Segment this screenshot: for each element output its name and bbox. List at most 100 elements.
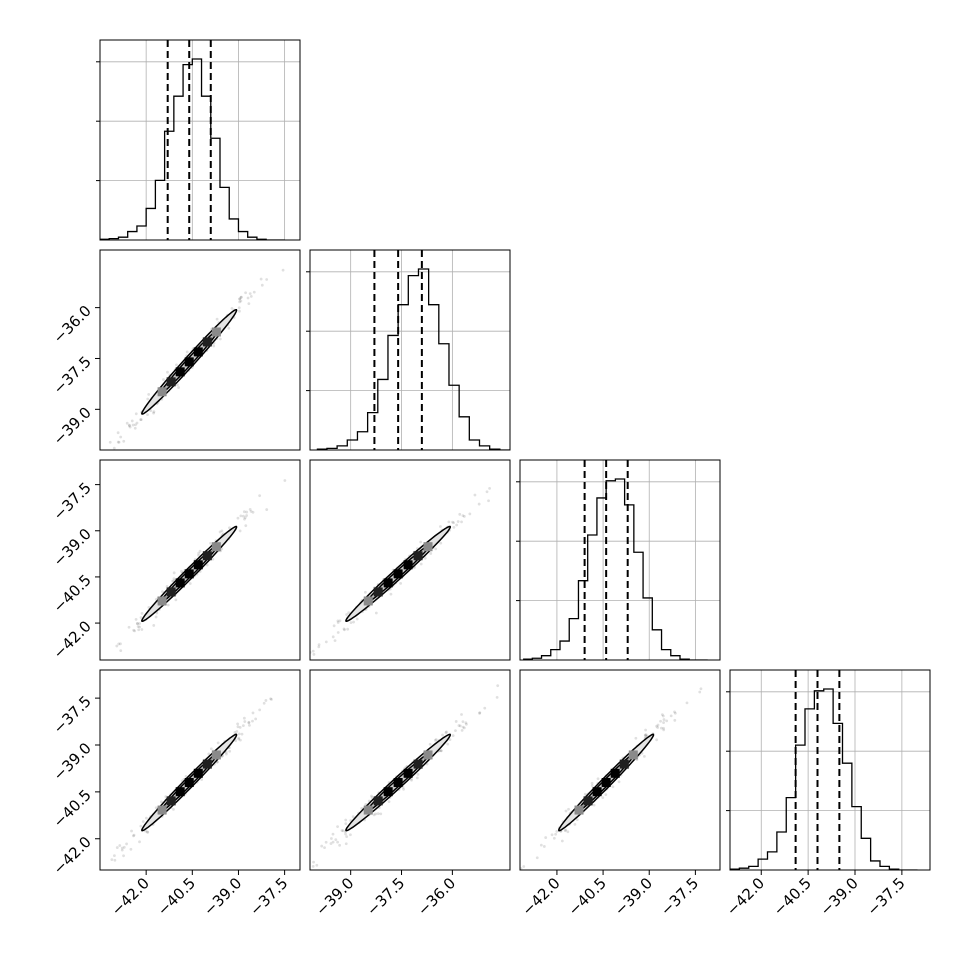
scatter-point [655,724,658,728]
scatter-point [128,423,131,427]
scatter-point [136,622,139,626]
scatter-point [592,803,596,807]
scatter-point [128,425,132,429]
scatter-point [317,645,321,649]
density-block [175,578,185,588]
scatter-point [329,842,333,845]
scatter-point [113,858,117,862]
scatter-point [439,749,443,753]
scatter-point [236,722,240,726]
y-tick-label: −39.0 [50,525,95,570]
scatter-point [564,809,568,813]
scatter-point [197,551,201,555]
scatter-point [119,435,123,439]
scatter-point [116,440,120,444]
scatter-point [234,739,238,743]
scatter-point [175,363,178,367]
scatter-point [248,292,252,296]
scatter-point [216,741,220,745]
scatter-panel-2-0 [115,479,287,653]
scatter-point [685,701,689,705]
scatter-point [488,487,491,490]
scatter-point [133,426,137,430]
scatter-point [698,690,702,694]
scatter-point [656,726,660,729]
density-block [574,805,584,815]
y-tick-label: −39.0 [50,403,95,448]
scatter-point [495,696,499,699]
scatter-point [349,833,352,837]
density-block [193,560,203,570]
scatter-point [248,723,251,727]
scatter-point [485,490,489,494]
scatter-point [590,784,594,787]
scatter-panel-1-0 [108,268,285,450]
scatter-point [262,701,266,705]
scatter-point [265,278,269,281]
scatter-point [451,520,454,524]
scatter-point [415,776,419,780]
scatter-point [669,714,673,718]
scatter-point [117,440,121,444]
scatter-point [166,370,169,374]
scatter-point [139,616,143,619]
density-block [184,778,194,787]
scatter-point [249,509,253,513]
scatter-point [338,619,342,623]
scatter-point [108,440,112,444]
panel-frame [99,39,301,241]
density-block [403,768,413,778]
panel-frame [519,459,721,661]
scatter-point [224,750,228,754]
scatter-point [127,625,131,629]
panel-frame [99,459,301,661]
scatter-point [448,738,452,742]
scatter-point [248,507,252,511]
scatter-point [133,629,137,633]
scatter-point [110,858,114,862]
scatter-point [254,717,258,721]
scatter-point [483,706,487,710]
scatter-point [336,825,339,829]
scatter-point [131,423,135,427]
scatter-point [233,731,237,734]
scatter-point [132,834,135,838]
scatter-point [238,300,242,304]
scatter-point [237,306,241,310]
scatter-point [237,737,241,741]
scatter-point [517,461,520,464]
x-tick-label: −42.0 [519,874,564,919]
y-tick-label: −42.0 [50,833,95,878]
scatter-point [236,516,240,520]
panel-frame [309,669,511,871]
histogram-step-1 [100,58,285,240]
scatter-point [134,412,138,416]
scatter-point [258,494,262,498]
scatter-point [238,726,242,729]
scatter-point [452,525,456,529]
panel-frame [309,459,511,661]
scatter-point [258,708,262,712]
scatter-point [264,699,268,702]
scatter-point [338,843,342,847]
scatter-point [336,621,340,624]
scatter-point [152,410,156,414]
scatter-point [659,726,663,730]
scatter-point [673,711,677,715]
scatter-point [249,294,253,298]
scatter-point [172,807,175,811]
scatter-point [311,662,314,665]
scatter-point [281,268,285,272]
scatter-point [336,840,339,844]
density-block [601,778,611,787]
scatter-point [135,622,139,625]
scatter-point [140,628,144,631]
scatter-point [423,556,427,560]
scatter-point [324,840,328,844]
scatter-point [138,840,141,844]
scatter-point [644,734,647,738]
scatter-point [387,800,391,803]
scatter-point [315,863,319,867]
scatter-point [113,854,116,858]
